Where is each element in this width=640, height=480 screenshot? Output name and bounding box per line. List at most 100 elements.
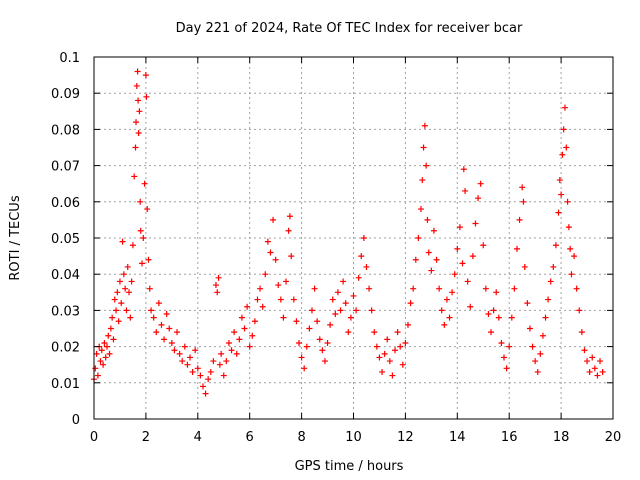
data-point (122, 285, 129, 292)
data-point (417, 206, 424, 213)
data-point (267, 249, 274, 256)
data-point (259, 303, 266, 310)
data-point (493, 289, 500, 296)
data-point (296, 339, 303, 346)
data-point (257, 285, 264, 292)
data-point (97, 358, 104, 365)
data-point (521, 263, 528, 270)
data-point (246, 343, 253, 350)
data-point (415, 235, 422, 241)
data-point (120, 271, 127, 278)
data-point (537, 350, 544, 357)
data-point (402, 339, 409, 346)
data-point (153, 329, 160, 336)
data-point (337, 307, 344, 314)
data-point (146, 285, 153, 292)
data-point (327, 321, 334, 328)
x-tick-labels: 0 2 4 6 8 10 12 14 16 18 20 (90, 430, 621, 445)
data-point (456, 224, 463, 231)
data-point (560, 126, 567, 133)
y-tick-label: 0.01 (51, 377, 80, 392)
data-point (454, 245, 461, 252)
data-point (174, 329, 181, 336)
data-point (334, 289, 341, 296)
data-point (135, 130, 142, 137)
data-point (133, 119, 140, 126)
data-point (559, 151, 566, 158)
data-point (286, 213, 293, 220)
data-point (192, 347, 199, 354)
data-point (421, 122, 428, 129)
data-point (556, 177, 563, 184)
data-point (488, 329, 495, 336)
data-point (520, 198, 527, 205)
data-point (137, 198, 144, 205)
data-point (123, 307, 130, 314)
data-point (233, 350, 240, 357)
x-tick-label: 20 (605, 430, 622, 445)
x-tick-label: 4 (194, 430, 202, 445)
data-point (176, 350, 183, 357)
data-point (101, 339, 108, 346)
data-point (576, 307, 583, 314)
data-point (552, 242, 559, 249)
data-point (140, 235, 147, 241)
data-point (597, 358, 604, 365)
data-point (407, 300, 414, 307)
data-point (145, 256, 152, 263)
data-point (563, 144, 570, 151)
data-point (166, 325, 173, 332)
data-point (225, 339, 232, 346)
data-point (449, 289, 456, 296)
data-point (490, 307, 497, 314)
data-point (215, 274, 222, 281)
data-point (283, 278, 290, 285)
y-tick-label: 0.05 (51, 232, 80, 247)
data-point (187, 354, 194, 361)
data-point (118, 300, 125, 307)
data-point (503, 365, 510, 372)
data-point (441, 321, 448, 328)
data-point (451, 271, 458, 278)
data-point (381, 350, 388, 357)
data-point (355, 274, 362, 281)
data-point (181, 343, 188, 350)
data-point (319, 347, 326, 354)
data-point (110, 336, 117, 343)
data-point (161, 336, 168, 343)
data-point (92, 365, 99, 372)
data-point (353, 307, 360, 314)
data-point (342, 300, 349, 307)
data-point (571, 253, 578, 260)
data-point (93, 350, 100, 357)
data-point (303, 343, 310, 350)
data-point (482, 285, 489, 292)
data-point (558, 191, 565, 198)
grid-lines (94, 57, 613, 419)
data-point (547, 278, 554, 285)
data-point (277, 296, 284, 303)
data-point (464, 278, 471, 285)
data-point (293, 318, 300, 325)
data-point (373, 343, 380, 350)
data-point (329, 296, 336, 303)
data-point (126, 289, 133, 296)
data-point (394, 329, 401, 336)
data-point (564, 198, 571, 205)
data-point (508, 314, 515, 321)
data-point (228, 347, 235, 354)
data-point (460, 166, 467, 173)
data-point (124, 263, 131, 270)
chart-title: Day 221 of 2024, Rate Of TEC Index for r… (176, 21, 523, 36)
data-point (238, 314, 245, 321)
data-point (363, 263, 370, 270)
data-point (280, 314, 287, 321)
data-point (207, 368, 214, 375)
data-point (249, 332, 256, 339)
data-point (290, 296, 297, 303)
y-tick-label: 0.03 (51, 304, 80, 319)
data-point (419, 177, 426, 184)
x-tick-label: 6 (246, 430, 254, 445)
data-point (371, 329, 378, 336)
data-point (155, 300, 162, 307)
